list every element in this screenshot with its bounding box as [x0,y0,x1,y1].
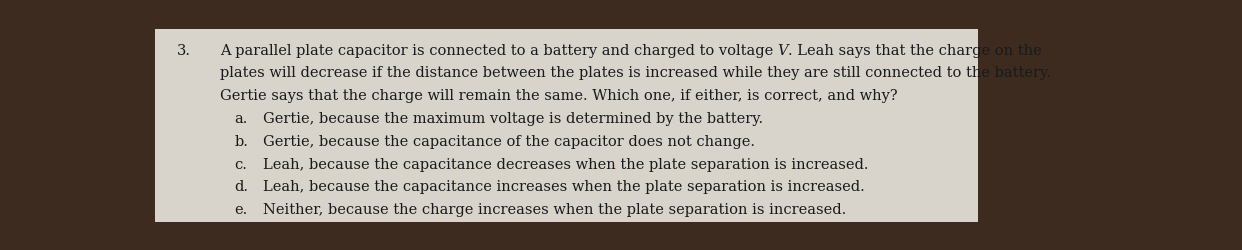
Text: Gertie says that the charge will remain the same. Which one, if either, is corre: Gertie says that the charge will remain … [220,89,898,103]
Text: Neither, because the charge increases when the plate separation is increased.: Neither, because the charge increases wh… [263,202,846,216]
Text: Gertie, because the capacitance of the capacitor does not change.: Gertie, because the capacitance of the c… [263,134,755,148]
Text: d.: d. [235,180,248,194]
Text: e.: e. [235,202,247,216]
Text: 3.: 3. [176,44,190,58]
Text: c.: c. [235,157,247,171]
Text: a.: a. [235,112,247,126]
Text: Leah, because the capacitance decreases when the plate separation is increased.: Leah, because the capacitance decreases … [263,157,868,171]
Text: b.: b. [235,134,248,148]
Text: A parallel plate capacitor is connected to a battery and charged to voltage: A parallel plate capacitor is connected … [220,44,777,58]
Text: . Leah says that the charge on the: . Leah says that the charge on the [789,44,1042,58]
Text: V: V [777,44,789,58]
FancyBboxPatch shape [155,30,979,222]
Text: Leah, because the capacitance increases when the plate separation is increased.: Leah, because the capacitance increases … [263,180,864,194]
Text: Gertie, because the maximum voltage is determined by the battery.: Gertie, because the maximum voltage is d… [263,112,763,126]
Text: plates will decrease if the distance between the plates is increased while they : plates will decrease if the distance bet… [220,66,1051,80]
